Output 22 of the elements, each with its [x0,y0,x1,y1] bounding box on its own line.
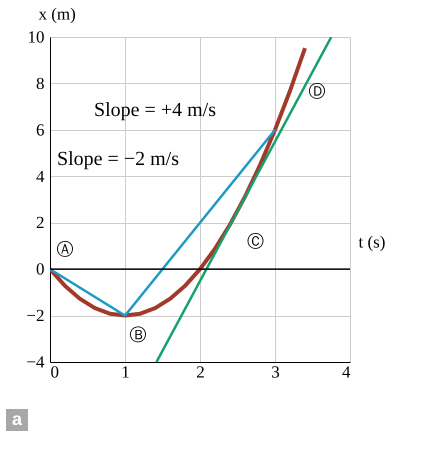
x-tick-label: 3 [271,362,280,382]
x-axis-title: t (s) [358,232,386,252]
y-tick-label: 4 [36,166,45,186]
annotation: Ⓓ [308,82,326,101]
y-tick-label: 2 [36,213,44,232]
annotation: Slope = −2 m/s [56,148,180,170]
y-tick-label: 0 [36,260,44,279]
text: a [12,409,23,429]
x-tick-label: 4 [342,362,351,382]
x-tick-label: 1 [121,362,130,382]
y-tick-label: 6 [36,120,44,140]
y-tick-label: 8 [36,74,44,93]
x-tick-label: 0 [50,362,59,382]
y-tick-label: −2 [26,306,44,326]
annotation: Ⓒ [247,232,264,252]
x-tick-label: 2 [196,362,205,382]
annotation: Ⓑ [130,326,146,345]
y-axis-title: x (m) [38,4,76,24]
annotation: Ⓐ [56,240,74,260]
y-tick-label: −4 [26,352,45,372]
y-tick-label: 10 [28,28,44,46]
annotation: Slope = +4 m/s [94,99,216,121]
